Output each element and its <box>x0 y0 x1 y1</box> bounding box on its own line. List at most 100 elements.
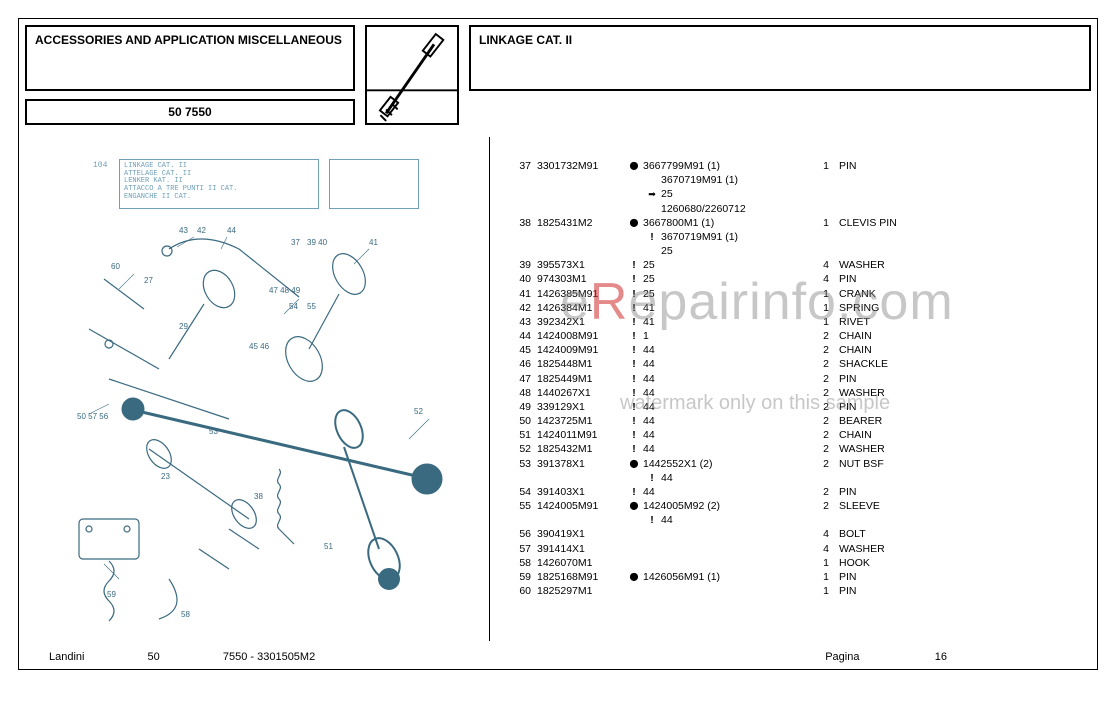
part-qty: 2 <box>811 400 839 414</box>
part-desc: CLEVIS PIN <box>839 216 1089 230</box>
parts-row: 40974303M1254PIN <box>509 272 1089 286</box>
part-qty: 2 <box>811 414 839 428</box>
part-symbol <box>625 400 643 414</box>
part-qty: 2 <box>811 386 839 400</box>
part-desc: PIN <box>839 272 1089 286</box>
part-qty: 1 <box>811 287 839 301</box>
part-ref: 52 <box>509 442 537 456</box>
parts-row: 57391414X14WASHER <box>509 542 1089 556</box>
part-ref: 47 <box>509 372 537 386</box>
part-symbol <box>625 414 643 428</box>
parts-subrow: 44 <box>509 471 1089 485</box>
part-sub: 44 <box>643 428 811 442</box>
part-symbol <box>643 202 661 216</box>
svg-text:50 57 56: 50 57 56 <box>77 412 109 421</box>
footer-col3: 7550 - 3301505M2 <box>223 651 315 663</box>
part-symbol <box>625 527 643 541</box>
footer-page-label: Pagina <box>825 651 859 663</box>
part-number: 3301732M91 <box>537 159 625 173</box>
parts-row: 591825168M911426056M91 (1)1PIN <box>509 570 1089 584</box>
part-sub <box>643 556 811 570</box>
header-left-title: ACCESSORIES AND APPLICATION MISCELLANEOU… <box>35 33 342 47</box>
part-number: 1423725M1 <box>537 414 625 428</box>
part-desc: CHAIN <box>839 428 1089 442</box>
part-symbol <box>625 457 643 471</box>
parts-row: 451424009M91442CHAIN <box>509 343 1089 357</box>
part-sub: 3667799M91 (1) <box>643 159 811 173</box>
part-symbol <box>643 230 661 244</box>
parts-row: 373301732M913667799M91 (1)1PIN <box>509 159 1089 173</box>
part-sub: 1442552X1 (2) <box>643 457 811 471</box>
part-qty: 2 <box>811 442 839 456</box>
part-qty: 2 <box>811 357 839 371</box>
parts-row: 53391378X11442552X1 (2)2NUT BSF <box>509 457 1089 471</box>
part-desc: CHAIN <box>839 329 1089 343</box>
part-desc: BEARER <box>839 414 1089 428</box>
part-ref: 43 <box>509 315 537 329</box>
part-symbol <box>643 513 661 527</box>
part-sub: 44 <box>643 357 811 371</box>
header-right-title-box: LINKAGE CAT. II <box>469 25 1091 91</box>
part-sub: 41 <box>643 301 811 315</box>
part-desc: WASHER <box>839 542 1089 556</box>
svg-text:41: 41 <box>369 238 378 247</box>
part-desc: BOLT <box>839 527 1089 541</box>
linkage-icon <box>367 27 457 123</box>
part-sub: 44 <box>643 414 811 428</box>
part-sub: 25 <box>661 244 829 258</box>
header-right-title: LINKAGE CAT. II <box>479 33 572 47</box>
part-number: 1424008M91 <box>537 329 625 343</box>
parts-subrow: 3670719M91 (1) <box>509 230 1089 244</box>
part-sub: 44 <box>643 442 811 456</box>
part-sub: 3667800M1 (1) <box>643 216 811 230</box>
part-symbol <box>625 570 643 584</box>
parts-row: 381825431M23667800M1 (1)1CLEVIS PIN <box>509 216 1089 230</box>
part-qty: 2 <box>811 457 839 471</box>
part-sub <box>643 584 811 598</box>
svg-text:52: 52 <box>414 407 423 416</box>
part-number: 1426385M91 <box>537 287 625 301</box>
part-ref: 42 <box>509 301 537 315</box>
part-symbol <box>625 584 643 598</box>
part-symbol <box>643 187 661 201</box>
part-number: 1426384M1 <box>537 301 625 315</box>
part-symbol <box>625 499 643 513</box>
svg-text:38: 38 <box>254 492 263 501</box>
part-symbol <box>625 216 643 230</box>
part-number: 395573X1 <box>537 258 625 272</box>
part-symbol <box>625 287 643 301</box>
part-qty: 2 <box>811 372 839 386</box>
svg-text:27: 27 <box>144 276 153 285</box>
part-sub: 1 <box>643 329 811 343</box>
part-ref: 54 <box>509 485 537 499</box>
part-desc: SLEEVE <box>839 499 1089 513</box>
header-left-title-box: ACCESSORIES AND APPLICATION MISCELLANEOU… <box>25 25 355 91</box>
footer-brand: Landini <box>49 651 84 663</box>
parts-row: 581426070M11HOOK <box>509 556 1089 570</box>
part-ref: 41 <box>509 287 537 301</box>
part-ref: 40 <box>509 272 537 286</box>
part-qty: 4 <box>811 542 839 556</box>
part-sub: 3670719M91 (1) <box>661 173 829 187</box>
part-ref: 45 <box>509 343 537 357</box>
part-qty: 1 <box>811 570 839 584</box>
part-sub: 41 <box>643 315 811 329</box>
svg-text:54: 54 <box>289 302 298 311</box>
part-qty: 1 <box>811 584 839 598</box>
svg-text:45 46: 45 46 <box>249 342 270 351</box>
part-ref: 46 <box>509 357 537 371</box>
part-sub: 25 <box>643 272 811 286</box>
part-ref: 48 <box>509 386 537 400</box>
parts-row: 481440267X1442WASHER <box>509 386 1089 400</box>
parts-row: 49339129X1442PIN <box>509 400 1089 414</box>
part-ref: 39 <box>509 258 537 272</box>
part-symbol <box>625 485 643 499</box>
part-symbol <box>625 258 643 272</box>
part-number: 391378X1 <box>537 457 625 471</box>
svg-text:59: 59 <box>107 590 116 599</box>
part-symbol <box>625 159 643 173</box>
header-model-box: 50 7550 <box>25 99 355 125</box>
part-ref: 50 <box>509 414 537 428</box>
diagram-ref-number: 104 <box>93 161 107 170</box>
parts-row: 461825448M1442SHACKLE <box>509 357 1089 371</box>
